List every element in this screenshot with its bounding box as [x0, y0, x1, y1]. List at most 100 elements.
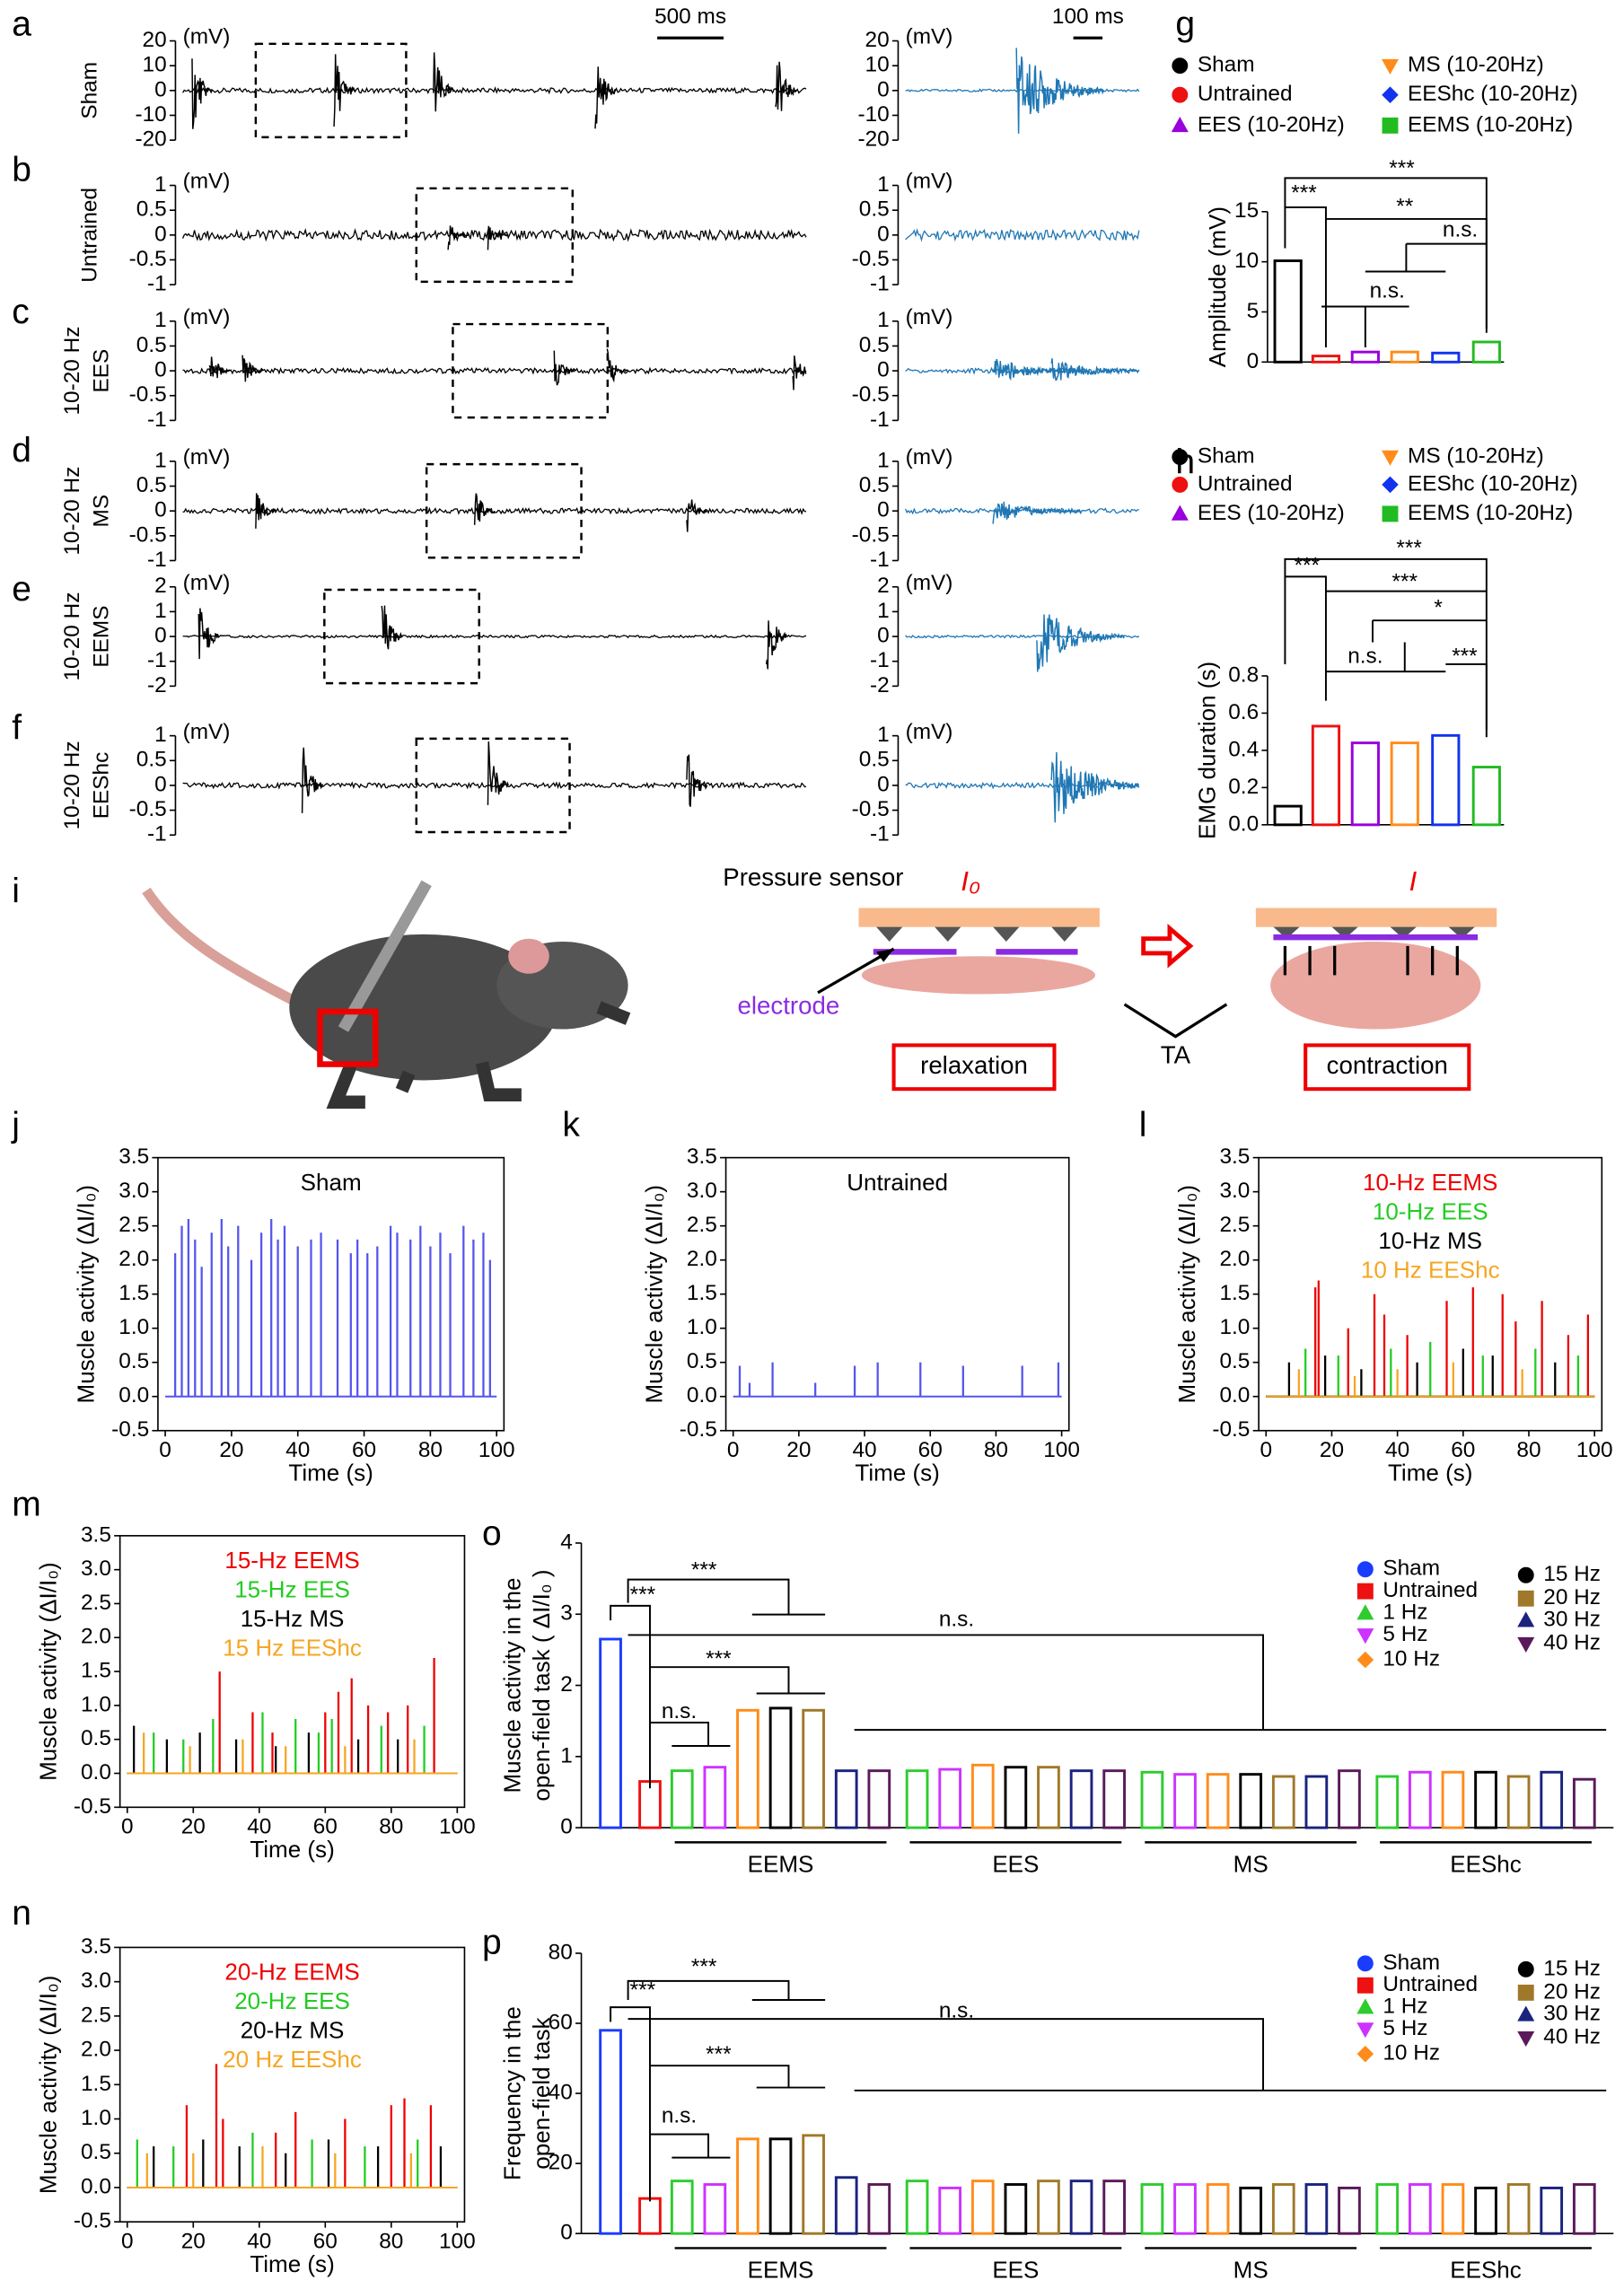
x-tick-label: 40	[247, 1815, 271, 1839]
bar	[905, 1769, 929, 1829]
bar	[970, 2179, 995, 2235]
bar	[1441, 1770, 1465, 1829]
y-tick-label: 1	[877, 599, 890, 623]
y-tick-label: 1	[877, 723, 890, 747]
significance-bracket	[1325, 217, 1488, 329]
panel-letter: l	[1139, 1106, 1147, 1144]
y-tick-label: -0.5	[1212, 1417, 1250, 1442]
y-tick-label: 0	[560, 1815, 573, 1839]
significance-label: ***	[706, 1647, 732, 1671]
muscle-label: TA	[1161, 1041, 1191, 1069]
y-tick-label: 5	[1247, 299, 1260, 323]
significance-bracket	[649, 2065, 826, 2089]
x-tick-label: 60	[352, 1438, 376, 1462]
panel-letter: p	[482, 1924, 502, 1962]
y-axis-label: Muscle activity (ΔI/I₀)	[640, 1185, 667, 1404]
y-tick-label: -1	[147, 548, 167, 572]
significance-label: ***	[706, 2042, 732, 2066]
y-tick-label: 0	[154, 498, 167, 522]
significance-label: n.s.	[939, 1608, 974, 1632]
x-tick-label: 80	[379, 1815, 403, 1839]
y-tick-label: 0.5	[119, 1349, 149, 1373]
legend-marker	[1517, 1611, 1535, 1627]
legend-label: EES (10-20Hz)	[1198, 501, 1345, 525]
legend-label: EEShc (10-20Hz)	[1408, 82, 1578, 106]
bar	[1173, 1773, 1197, 1829]
significance-label: ***	[1452, 644, 1478, 668]
x-tick-label: 60	[918, 1438, 943, 1462]
legend-label: Sham	[1198, 443, 1255, 468]
legend-label: 15 Hz	[1543, 1562, 1601, 1586]
group-label: MS	[1233, 1850, 1268, 1877]
burst	[765, 620, 787, 670]
y-tick-label: -0.5	[129, 247, 167, 271]
row-label: EES	[90, 349, 114, 393]
legend-label: 1 Hz	[1383, 1995, 1427, 2019]
y-tick-label: -1	[870, 548, 890, 572]
tail	[142, 887, 310, 1013]
row-label: 10-20 Hz	[60, 467, 84, 556]
legend-marker	[1517, 2030, 1535, 2048]
y-tick-label: 1	[154, 448, 167, 472]
burst	[992, 501, 1082, 524]
legend-label: 5 Hz	[1383, 2016, 1427, 2040]
legend-marker	[1356, 1561, 1374, 1578]
x-tick-label: 0	[727, 1438, 740, 1462]
y-tick-label: 3.0	[81, 1557, 111, 1581]
legend-label: EEMS (10-20Hz)	[1408, 501, 1573, 525]
bar	[1069, 1769, 1093, 1829]
y-tick-label: 2.5	[81, 2003, 111, 2027]
group-label: EEMS	[748, 1850, 814, 1877]
significance-bracket	[610, 2006, 651, 2202]
highlight-box	[317, 1008, 379, 1067]
bar	[736, 1708, 759, 1829]
significance-bracket	[1445, 662, 1488, 731]
y-tick-label: 0.0	[81, 2174, 111, 2198]
y-tick-label: 1	[154, 172, 167, 197]
bar	[1239, 2186, 1263, 2235]
burst	[381, 605, 403, 650]
significance-bracket	[1372, 619, 1487, 643]
y-tick-label: -0.5	[111, 1417, 149, 1442]
panel-letter: a	[12, 5, 31, 44]
y-tick-label: 2	[154, 574, 167, 598]
bar	[1474, 2186, 1497, 2235]
x-tick-label: 20	[1320, 1438, 1344, 1462]
x-tick-label: 100	[1576, 1438, 1613, 1462]
y-tick-label: 1.5	[81, 1659, 111, 1683]
sensor-bar	[858, 908, 1100, 927]
y-axis-label: EMG duration (s)	[1194, 662, 1221, 839]
y-tick-label: 0	[877, 623, 890, 647]
y-tick-label: 0.8	[1228, 662, 1259, 687]
significance-bracket	[628, 2018, 1607, 2092]
y-tick-label: 1	[154, 599, 167, 623]
y-tick-label: 2	[877, 574, 890, 598]
y-tick-label: -0.5	[852, 522, 890, 547]
y-axis-label: Muscle activity (ΔI/I₀)	[1173, 1185, 1200, 1404]
bar	[938, 1767, 962, 1829]
y-tick-label: 2	[560, 1672, 573, 1697]
panel-letter: g	[1175, 5, 1195, 44]
x-axis-label: Time (s)	[288, 1459, 373, 1486]
y-tick-label: 80	[549, 1940, 573, 1964]
trace	[904, 506, 1139, 515]
y-tick-label: 1	[877, 172, 890, 197]
x-tick-label: 100	[1043, 1438, 1080, 1462]
y-tick-label: -10	[135, 102, 166, 127]
significance-label: n.s.	[1443, 217, 1478, 241]
unit-label: (mV)	[906, 720, 953, 744]
legend-label: 1 Hz	[1383, 1600, 1427, 1624]
bar	[1540, 2186, 1564, 2235]
unit-label: (mV)	[906, 25, 953, 49]
legend-label: 40 Hz	[1543, 1631, 1601, 1655]
legend-label: 20-Hz MS	[241, 2017, 345, 2044]
sensor-tips	[1273, 926, 1475, 939]
y-tick-label: 1	[877, 308, 890, 332]
significance-label: **	[1396, 194, 1413, 218]
y-tick-label: 40	[549, 2081, 573, 2105]
x-tick-label: 20	[786, 1438, 811, 1462]
group-label: EES	[992, 2256, 1039, 2283]
legend-label: Untrained	[1198, 82, 1293, 106]
y-tick-label: 0.4	[1228, 737, 1259, 761]
burst	[594, 66, 617, 129]
